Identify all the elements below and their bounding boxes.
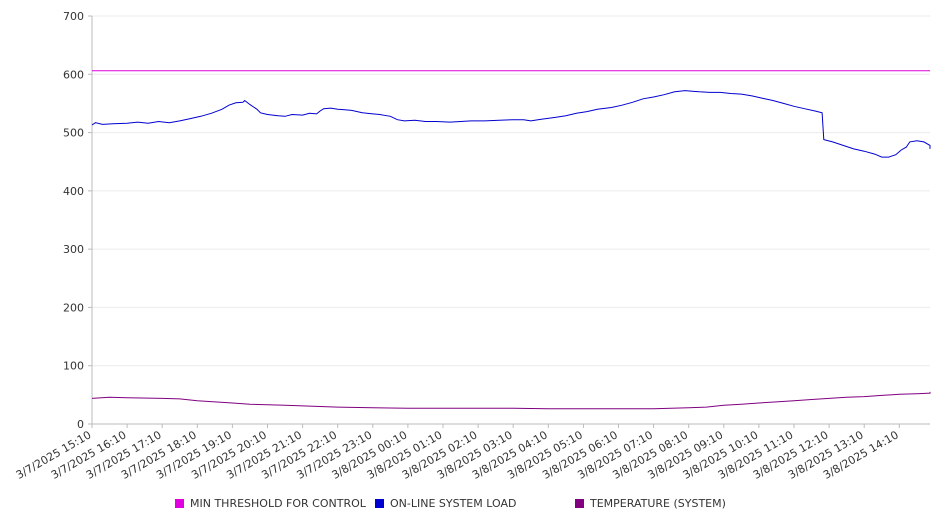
y-tick-label: 100 xyxy=(63,360,84,373)
y-tick-label: 700 xyxy=(63,10,84,23)
legend-label-temperature: TEMPERATURE (SYSTEM) xyxy=(590,497,726,510)
system-load-line xyxy=(91,90,931,158)
legend-swatch-threshold xyxy=(175,499,184,508)
chart-legend: MIN THRESHOLD FOR CONTROL ON-LINE SYSTEM… xyxy=(0,497,946,515)
y-tick-labels: 0 100 200 300 400 500 600 700 xyxy=(63,10,84,431)
y-tick-label: 200 xyxy=(63,301,84,314)
y-tick-label: 500 xyxy=(63,127,84,140)
temperature-line xyxy=(91,391,931,410)
y-tick-label: 0 xyxy=(77,418,84,431)
y-tick-label: 300 xyxy=(63,243,84,256)
legend-swatch-system-load xyxy=(375,499,384,508)
legend-item-temperature[interactable]: TEMPERATURE (SYSTEM) xyxy=(575,497,726,510)
gridlines xyxy=(92,15,930,367)
legend-item-system-load[interactable]: ON-LINE SYSTEM LOAD xyxy=(375,497,516,510)
series-lines xyxy=(91,70,931,410)
legend-swatch-temperature xyxy=(575,499,584,508)
legend-label-threshold: MIN THRESHOLD FOR CONTROL xyxy=(190,497,366,510)
y-tick-label: 600 xyxy=(63,68,84,81)
y-tick-label: 400 xyxy=(63,185,84,198)
x-tick-labels: 3/7/2025 15:103/7/2025 16:103/7/2025 17:… xyxy=(14,428,901,482)
legend-item-threshold[interactable]: MIN THRESHOLD FOR CONTROL xyxy=(175,497,366,510)
legend-label-system-load: ON-LINE SYSTEM LOAD xyxy=(390,497,517,510)
axes xyxy=(88,15,930,428)
